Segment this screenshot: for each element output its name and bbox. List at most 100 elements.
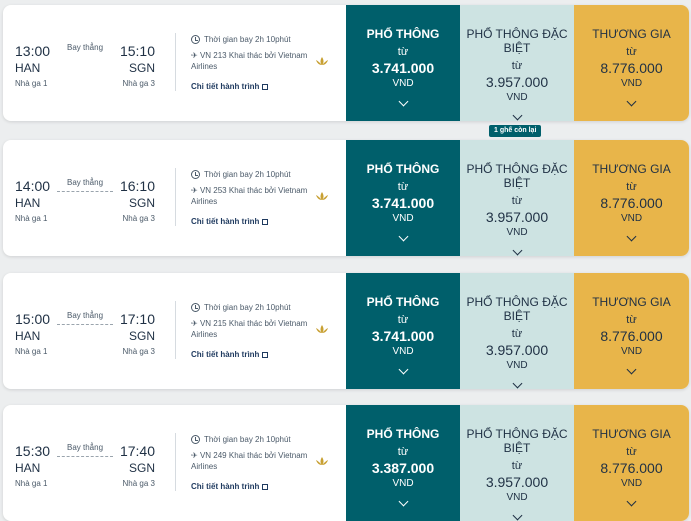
fare-currency: VND [620,78,643,89]
departure-block: 15:30 HAN Nhà ga 1 [15,443,50,488]
fare-class-label: THƯƠNG GIA [592,27,671,41]
fare-from-label: từ [511,460,523,472]
clock-icon [191,170,200,179]
flight-number: VN 249 [199,451,227,460]
external-link-icon [262,351,269,358]
flight-card: 15:30 HAN Nhà ga 1 Bay thẳng 17:40 SGN N… [3,405,689,521]
divider [175,33,176,91]
flight-details-label: Chi tiết hành trình [191,350,260,359]
flight-details-link[interactable]: Chi tiết hành trình [191,82,269,91]
flight-details: Thời gian bay 2h 10phút ✈ VN 213 Khai th… [191,35,341,94]
departure-block: 13:00 HAN Nhà ga 1 [15,43,50,88]
fare-class-label: PHỔ THÔNG ĐẶC BIỆT [466,162,568,190]
fare-business[interactable]: THƯƠNG GIA từ 8.776.000 VND [574,273,689,389]
fare-from-label: từ [397,314,409,326]
fare-from-label: từ [397,446,409,458]
stops-block: Bay thẳng [53,443,117,457]
departure-time: 15:00 [15,311,51,327]
departure-airport: HAN [15,61,41,75]
stops-block: Bay thẳng [53,43,117,52]
plane-icon: ✈ [191,51,198,60]
flight-card: 15:00 HAN Nhà ga 1 Bay thẳng 17:10 SGN N… [3,273,689,389]
fare-economy[interactable]: PHỔ THÔNG từ 3.387.000 VND [346,405,460,521]
flight-card: 14:00 HAN Nhà ga 1 Bay thẳng 16:10 SGN N… [3,140,689,256]
fare-currency: VND [392,213,414,224]
arrival-block: 17:40 SGN Nhà ga 3 [119,443,155,488]
fare-premium-economy[interactable]: PHỔ THÔNG ĐẶC BIỆT từ 3.957.000 VND [460,273,574,389]
fare-from-label: từ [626,46,637,58]
arrival-airport: SGN [128,461,155,475]
flight-details: Thời gian bay 2h 10phút ✈ VN 249 Khai th… [191,435,341,494]
fare-class-label: PHỔ THÔNG [366,162,440,176]
chevron-down-icon [512,245,522,256]
clock-icon [191,35,200,44]
fare-economy[interactable]: PHỔ THÔNG từ 3.741.000 VND [346,140,460,256]
fare-class-label: PHỔ THÔNG ĐẶC BIỆT [466,427,568,455]
fare-from-label: từ [626,181,637,193]
plane-icon: ✈ [191,451,198,460]
fare-from-label: từ [511,60,523,72]
flight-details-link[interactable]: Chi tiết hành trình [191,217,269,226]
arrival-terminal: Nhà ga 3 [122,479,155,488]
flight-duration: Thời gian bay 2h 10phút [204,170,291,179]
chevron-down-icon [398,96,408,107]
fare-business[interactable]: THƯƠNG GIA từ 8.776.000 VND [574,140,689,256]
fare-price: 3.741.000 [371,60,435,76]
fare-class-label: PHỔ THÔNG ĐẶC BIỆT [466,27,568,55]
departure-block: 15:00 HAN Nhà ga 1 [15,311,50,356]
route-line [57,456,113,457]
flight-details-link[interactable]: Chi tiết hành trình [191,482,269,491]
fare-premium-economy[interactable]: PHỔ THÔNG ĐẶC BIỆT từ 3.957.000 VND [460,140,574,256]
departure-terminal: Nhà ga 1 [15,479,48,488]
vietnam-airlines-lotus-icon [316,457,328,465]
flight-details-link[interactable]: Chi tiết hành trình [191,350,269,359]
fare-class-label: THƯƠNG GIA [592,295,671,309]
fare-premium-economy[interactable]: PHỔ THÔNG ĐẶC BIỆT từ 3.957.000 VND [460,405,574,521]
vietnam-airlines-lotus-icon [316,192,328,200]
vietnam-airlines-lotus-icon [316,57,328,65]
departure-block: 14:00 HAN Nhà ga 1 [15,178,50,223]
fare-currency: VND [620,346,643,357]
fare-premium-economy[interactable]: PHỔ THÔNG ĐẶC BIỆT từ 3.957.000 VND [460,5,574,121]
fare-price: 8.776.000 [600,460,663,476]
fare-price: 3.957.000 [485,474,549,490]
fare-currency: VND [620,478,643,489]
divider [175,433,176,491]
fare-from-label: từ [511,195,523,207]
divider [175,168,176,226]
arrival-terminal: Nhà ga 3 [122,347,155,356]
fare-from-label: từ [511,328,523,340]
fare-from-label: từ [397,46,409,58]
flight-details-label: Chi tiết hành trình [191,217,260,226]
fare-class-label: PHỔ THÔNG ĐẶC BIỆT [466,295,568,323]
fare-currency: VND [392,346,414,357]
fare-from-label: từ [626,446,637,458]
clock-icon [191,303,200,312]
fare-business[interactable]: THƯƠNG GIA từ 8.776.000 VND [574,5,689,121]
arrival-terminal: Nhà ga 3 [122,214,155,223]
arrival-airport: SGN [128,61,155,75]
chevron-down-icon [398,231,408,242]
route-line [57,324,113,325]
stops-label: Bay thẳng [66,43,104,52]
departure-terminal: Nhà ga 1 [15,214,48,223]
fare-price: 8.776.000 [600,195,663,211]
seats-left-badge: 1 ghế còn lại [489,125,542,137]
fare-price: 8.776.000 [600,60,663,76]
arrival-terminal: Nhà ga 3 [122,79,155,88]
fare-class-label: PHỔ THÔNG [366,295,440,309]
chevron-down-icon [398,364,408,375]
fare-currency: VND [506,92,528,103]
flight-number: VN 213 [199,51,227,60]
flight-card: 13:00 HAN Nhà ga 1 Bay thẳng 15:10 SGN N… [3,5,689,121]
external-link-icon [262,83,269,90]
fare-currency: VND [506,492,528,503]
stops-label: Bay thẳng [66,178,104,187]
fare-business[interactable]: THƯƠNG GIA từ 8.776.000 VND [574,405,689,521]
chevron-down-icon [626,231,637,242]
fare-price: 3.741.000 [371,328,435,344]
fare-economy[interactable]: PHỔ THÔNG từ 3.741.000 VND [346,5,460,121]
departure-time: 14:00 [15,178,51,194]
fare-class-label: THƯƠNG GIA [592,427,671,441]
fare-economy[interactable]: PHỔ THÔNG từ 3.741.000 VND [346,273,460,389]
